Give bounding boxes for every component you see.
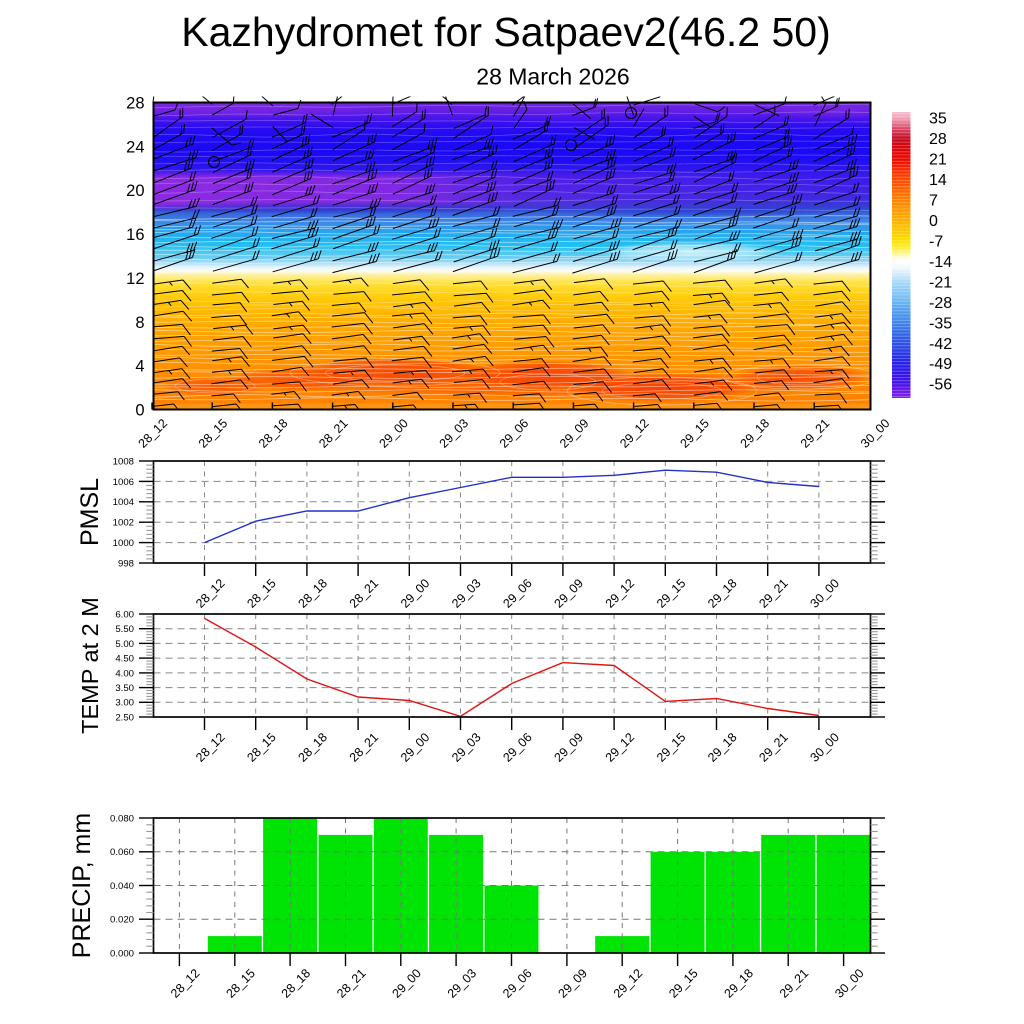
svg-text:21: 21 — [929, 152, 947, 169]
svg-text:1002: 1002 — [113, 518, 134, 529]
svg-text:0.080: 0.080 — [110, 813, 134, 824]
svg-text:-28: -28 — [929, 295, 952, 312]
svg-text:-56: -56 — [929, 377, 952, 394]
svg-text:0.060: 0.060 — [110, 847, 134, 858]
svg-text:35: 35 — [929, 111, 947, 128]
svg-text:0.000: 0.000 — [110, 948, 134, 959]
svg-text:-7: -7 — [929, 234, 943, 251]
svg-text:5.00: 5.00 — [115, 639, 134, 650]
svg-text:6.00: 6.00 — [115, 609, 134, 620]
svg-text:-35: -35 — [929, 315, 952, 332]
svg-text:0: 0 — [135, 402, 144, 420]
svg-text:0.040: 0.040 — [110, 881, 134, 892]
svg-text:Kazhydromet for Satpaev2(46.2: Kazhydromet for Satpaev2(46.2 50) — [181, 9, 831, 55]
svg-text:5.50: 5.50 — [115, 624, 134, 635]
svg-text:-42: -42 — [929, 336, 952, 353]
svg-text:998: 998 — [118, 558, 134, 569]
svg-text:24: 24 — [126, 138, 144, 156]
svg-text:12: 12 — [126, 270, 144, 288]
svg-text:-49: -49 — [929, 356, 952, 373]
svg-text:TEMP at 2 M: TEMP at 2 M — [77, 597, 103, 734]
svg-text:1000: 1000 — [113, 538, 134, 549]
svg-text:PMSL: PMSL — [76, 478, 104, 546]
svg-text:28: 28 — [929, 131, 947, 148]
svg-text:2.50: 2.50 — [115, 712, 134, 723]
svg-text:4: 4 — [135, 358, 144, 376]
svg-text:1006: 1006 — [113, 477, 134, 488]
svg-text:28 March 2026: 28 March 2026 — [476, 64, 629, 90]
svg-text:28: 28 — [126, 95, 144, 113]
svg-text:4.50: 4.50 — [115, 654, 134, 665]
svg-text:16: 16 — [126, 226, 144, 244]
svg-text:14: 14 — [929, 172, 947, 189]
svg-text:20: 20 — [126, 182, 144, 200]
svg-text:0: 0 — [929, 213, 938, 230]
svg-text:4.00: 4.00 — [115, 668, 134, 679]
svg-text:-14: -14 — [929, 254, 952, 271]
svg-text:-21: -21 — [929, 274, 952, 291]
svg-text:3.50: 3.50 — [115, 683, 134, 694]
svg-text:7: 7 — [929, 193, 938, 210]
svg-text:3.00: 3.00 — [115, 698, 134, 709]
svg-text:1004: 1004 — [113, 497, 135, 508]
svg-text:PRECIP, mm: PRECIP, mm — [68, 813, 96, 958]
svg-text:1008: 1008 — [113, 456, 134, 467]
svg-text:0.020: 0.020 — [110, 915, 134, 926]
svg-text:8: 8 — [135, 314, 144, 332]
